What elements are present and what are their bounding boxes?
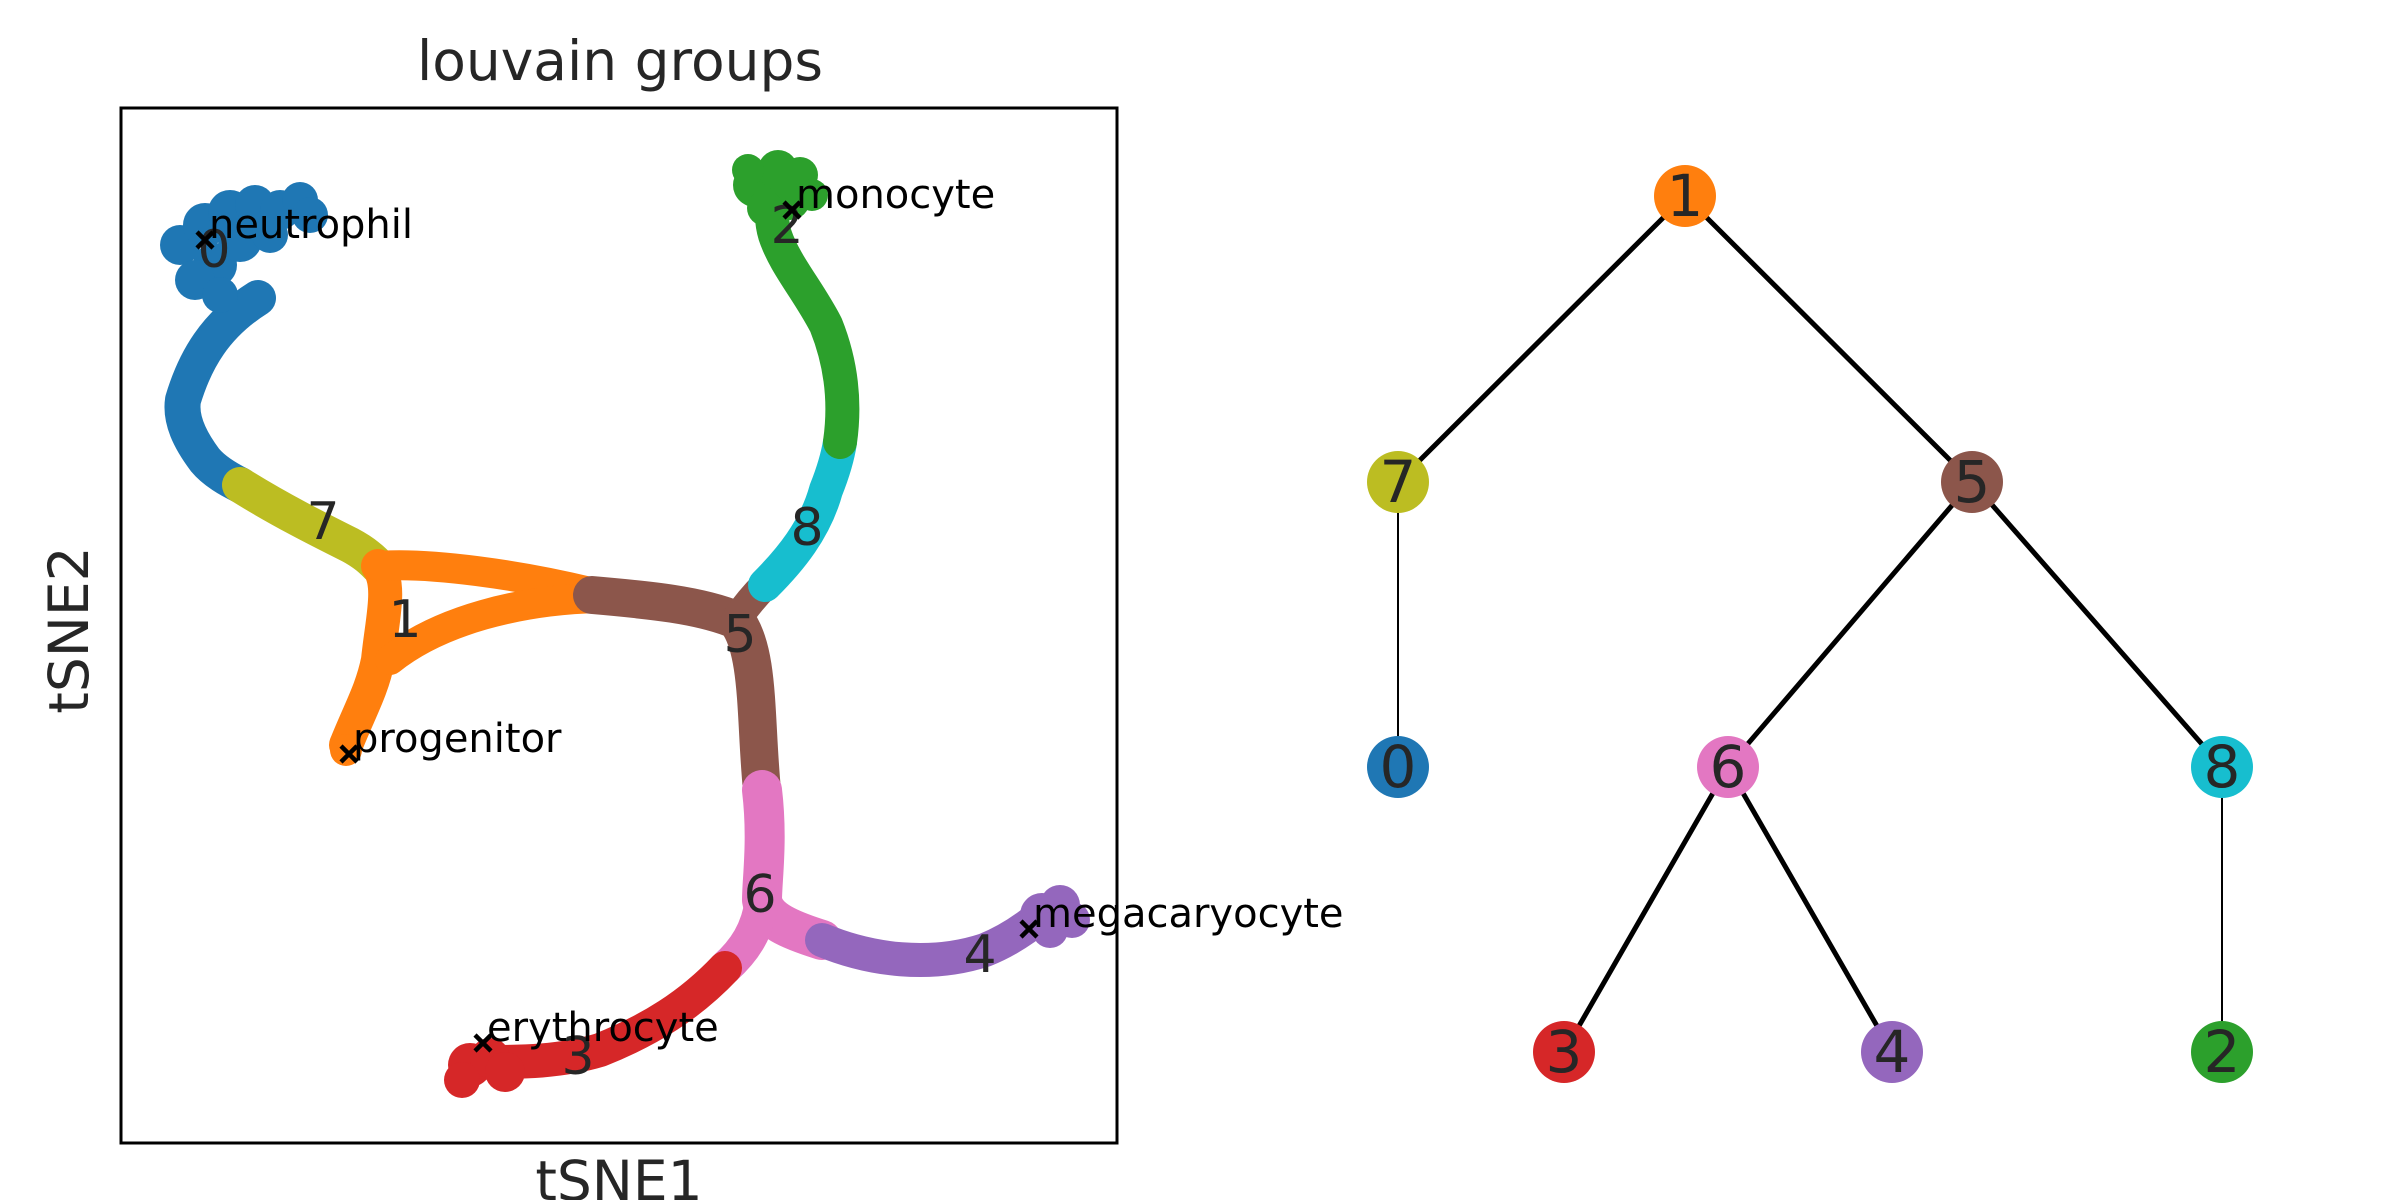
root-x-mark xyxy=(1019,919,1039,939)
root-label-erythrocyte: erythrocyte xyxy=(487,1005,719,1051)
tree-node-5: 5 xyxy=(1941,448,2003,516)
root-x-mark xyxy=(339,744,359,764)
tree-node-circle xyxy=(1941,451,2003,513)
cluster-label-7: 7 xyxy=(306,492,339,552)
trajectory-branch-1 xyxy=(375,583,613,675)
tree-edge-5-8 xyxy=(1970,480,2224,769)
tree-node-circle xyxy=(1367,736,1429,798)
root-marker-erythrocyte: erythrocyte xyxy=(473,1005,719,1053)
cluster-label-0: 0 xyxy=(197,220,230,280)
trajectory-branch-0 xyxy=(164,280,276,503)
cell-dot xyxy=(218,218,262,262)
tree-edge-1-5 xyxy=(1683,194,1974,484)
cell-dot xyxy=(732,154,764,186)
tree-node-label: 3 xyxy=(1546,1018,1583,1086)
root-marker-progenitor: progenitor xyxy=(339,716,562,764)
cell-dot xyxy=(796,179,828,211)
plot-frame xyxy=(119,106,1119,1145)
tree-nodes: 1 7 5 0 6 8 3 4 2 xyxy=(1367,162,2253,1086)
tree-node-1: 1 xyxy=(1654,162,1716,230)
cell-dot xyxy=(252,217,288,253)
tree-node-label: 1 xyxy=(1667,162,1704,230)
cluster-tree: 1 7 5 0 6 8 3 4 2 xyxy=(1367,162,2253,1086)
cell-dot xyxy=(444,1062,480,1098)
y-axis-label: tSNE2 xyxy=(37,546,101,713)
root-label-megacaryocyte: megacaryocyte xyxy=(1033,891,1344,937)
tree-node-circle xyxy=(1533,1021,1595,1083)
root-label-progenitor: progenitor xyxy=(353,716,562,762)
root-label-neutrophil: neutrophil xyxy=(209,202,413,248)
cluster-label-4: 4 xyxy=(963,925,996,985)
trajectory-layer xyxy=(160,150,1090,1098)
root-x-mark xyxy=(195,230,215,250)
tree-node-0: 0 xyxy=(1367,733,1429,801)
root-x-mark xyxy=(473,1033,493,1053)
x-axis-label: tSNE1 xyxy=(535,1149,702,1200)
tree-edge-5-6 xyxy=(1726,480,1974,769)
trajectory-branch-3 xyxy=(473,951,742,1079)
tree-node-circle xyxy=(2191,1021,2253,1083)
tree-node-label: 5 xyxy=(1954,448,1991,516)
cell-dot xyxy=(747,190,783,226)
cluster-label-1: 1 xyxy=(388,590,421,650)
cell-dot xyxy=(202,277,238,313)
cluster-label-5: 5 xyxy=(723,605,756,665)
cell-dot xyxy=(485,1052,525,1092)
tree-edge-1-7 xyxy=(1396,194,1687,484)
root-marker-layer: neutrophil monocyte progenitor megacaryocyt… xyxy=(195,172,1344,1053)
tree-node-4: 4 xyxy=(1861,1018,1923,1086)
root-label-monocyte: monocyte xyxy=(796,172,995,218)
tree-node-circle xyxy=(1697,736,1759,798)
root-marker-monocyte: monocyte xyxy=(782,172,995,220)
tree-node-6: 6 xyxy=(1697,733,1759,801)
tree-edge-6-4 xyxy=(1725,765,1895,1054)
root-x-mark xyxy=(782,200,802,220)
root-marker-megacaryocyte: megacaryocyte xyxy=(1019,891,1344,939)
tree-node-2: 2 xyxy=(2191,1018,2253,1086)
tree-node-label: 2 xyxy=(2204,1018,2241,1086)
tree-node-circle xyxy=(2191,736,2253,798)
tree-node-7: 7 xyxy=(1367,448,1429,516)
panel-title: louvain groups xyxy=(417,29,823,93)
tree-node-circle xyxy=(1367,451,1429,513)
tree-node-label: 8 xyxy=(2204,733,2241,801)
tree-node-3: 3 xyxy=(1533,1018,1595,1086)
cell-dot xyxy=(1032,912,1068,948)
tree-node-circle xyxy=(1861,1021,1923,1083)
tree-node-label: 6 xyxy=(1710,733,1747,801)
cluster-label-3: 3 xyxy=(561,1027,594,1087)
tree-node-label: 0 xyxy=(1380,733,1417,801)
tree-edges xyxy=(1396,194,2224,1054)
trajectory-branch-4 xyxy=(805,898,1059,977)
cluster-label-8: 8 xyxy=(790,498,823,558)
tree-node-circle xyxy=(1654,165,1716,227)
tree-node-8: 8 xyxy=(2191,733,2253,801)
root-marker-neutrophil: neutrophil xyxy=(195,202,413,250)
cluster-label-6: 6 xyxy=(743,865,776,925)
tree-edge-6-3 xyxy=(1561,765,1731,1054)
tree-node-label: 7 xyxy=(1380,448,1417,516)
cell-dot xyxy=(292,197,328,233)
tree-node-label: 4 xyxy=(1874,1018,1911,1086)
